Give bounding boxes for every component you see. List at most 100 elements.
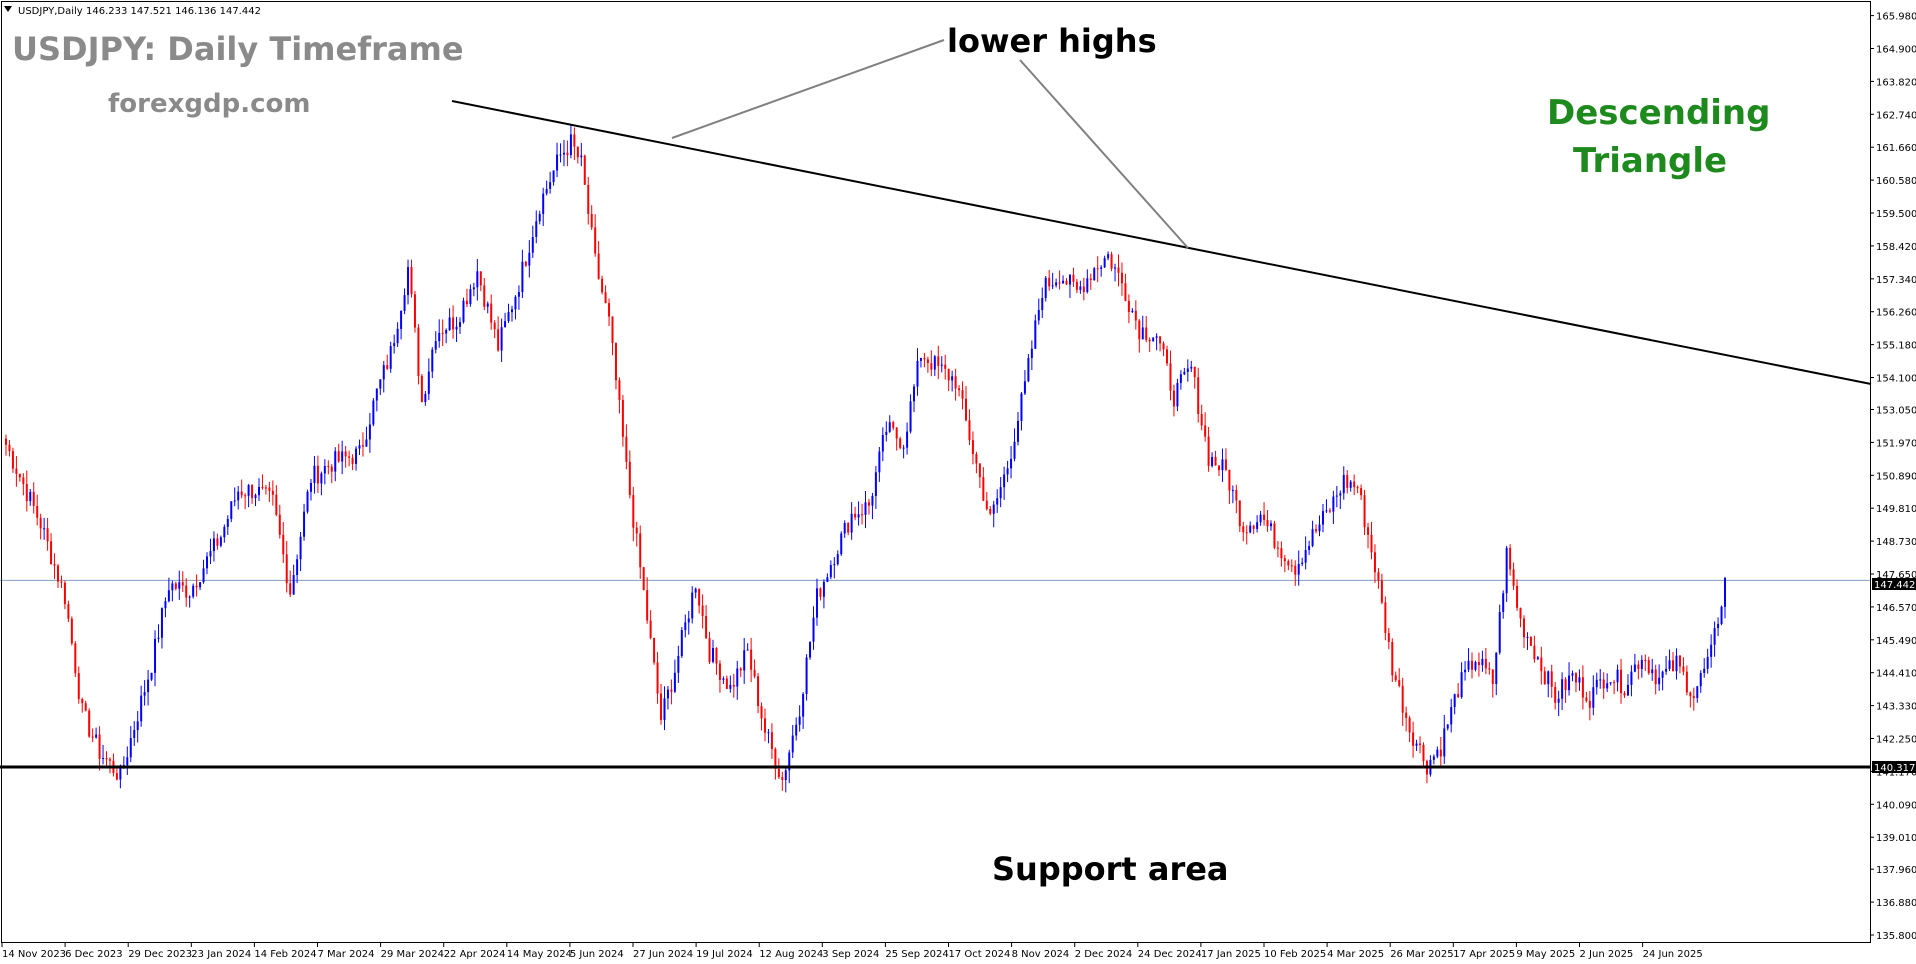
candle-body [729,684,732,689]
candle-body [50,541,53,565]
candle-body [1661,671,1664,678]
candle-body [601,278,604,293]
candle-body [770,732,773,749]
candle-body [718,663,721,680]
candle-body [892,422,895,428]
candle-body [438,332,441,342]
candle-body [1211,456,1214,467]
candle-body [1148,339,1151,342]
candle-body [306,491,309,512]
x-tick-label: 2 Jun 2025 [1580,949,1634,960]
candle-body [278,514,281,535]
candle-body [684,622,687,631]
descending-resistance-line [451,100,1872,385]
candle-body [656,662,659,694]
candle-body [562,152,565,155]
candle-body [798,716,801,725]
candle-body [573,134,576,147]
x-tick-label: 26 Mar 2025 [1390,949,1453,960]
y-tick-label: 165.980 [1876,12,1916,23]
candle-body [160,608,163,638]
y-tick-label: 143.330 [1876,702,1916,713]
candle-body [1498,611,1501,653]
candle-body [1578,677,1581,683]
candle-body [1193,366,1196,378]
candle-body [1516,585,1519,608]
candle-body [1710,644,1713,657]
candle-body [1606,683,1609,689]
candle-body [1287,561,1290,566]
candle-body [67,604,70,619]
candle-body [725,678,728,689]
candle-body [542,193,545,214]
candle-body [1339,493,1342,496]
header-ohlc: 146.233 147.521 146.136 147.442 [86,6,261,17]
candle-body [320,473,323,484]
candle-body [147,679,150,693]
candle-body [653,637,656,663]
y-tick-label: 153.050 [1876,406,1916,417]
candle-body [673,672,676,692]
candle-body [257,486,260,496]
candle-body [1419,743,1422,745]
candle-body [621,399,624,437]
candle-body [1533,645,1536,660]
y-tick-label: 136.880 [1876,898,1916,909]
candle-body [1034,320,1037,349]
candle-body [680,630,683,656]
x-tick-label: 6 Dec 2023 [65,949,123,960]
support-price-box [1872,761,1916,773]
candle-body [413,294,416,328]
y-tick-label: 161.660 [1876,143,1916,154]
candle-body [313,465,316,484]
x-tick-label: 2 Dec 2024 [1075,949,1133,960]
candle-body [1353,481,1356,488]
candle-body [1086,278,1089,293]
candle-body [1415,743,1418,746]
candle-body [164,601,167,609]
candle-body [1682,666,1685,672]
candle-body [1079,286,1082,290]
candle-body [580,155,583,158]
candle-body [1720,606,1723,624]
candle-body [1124,283,1127,301]
candle-body [1214,456,1217,466]
candle-body [663,698,666,720]
candle-body [1450,707,1453,725]
candle-body [365,439,368,447]
candle-body [403,295,406,311]
candle-body [861,514,864,516]
candle-body [445,330,448,334]
candle-body [1062,280,1065,284]
current-price-label: 147.442 [1874,580,1915,591]
candle-body [455,326,458,330]
candle-body [233,500,236,502]
candle-body [1096,268,1099,270]
candle-body [1436,749,1439,757]
candle-body [566,152,569,156]
candle-body [36,505,39,518]
candle-body [1651,669,1654,674]
candle-body [1373,552,1376,573]
candle-body [1599,679,1602,681]
candle-body [611,316,614,344]
candle-body [1477,662,1480,666]
candle-body [975,454,978,464]
candle-body [77,673,80,700]
candle-body [1342,475,1345,494]
candle-body [978,463,981,478]
candle-body [545,188,548,194]
candle-body [1037,309,1040,321]
x-tick-label: 19 Jul 2024 [696,949,753,960]
x-tick-label: 5 Jun 2024 [570,949,624,960]
candle-body [393,343,396,347]
candle-body [1474,662,1477,670]
candle-body [1394,675,1397,681]
x-tick-label: 23 Jan 2024 [191,949,251,960]
y-tick-label: 148.730 [1876,537,1916,548]
candle-body [223,526,226,538]
candle-body [1269,523,1272,527]
chart-title: USDJPY: Daily Timeframe [12,30,464,68]
candle-body [958,388,961,391]
